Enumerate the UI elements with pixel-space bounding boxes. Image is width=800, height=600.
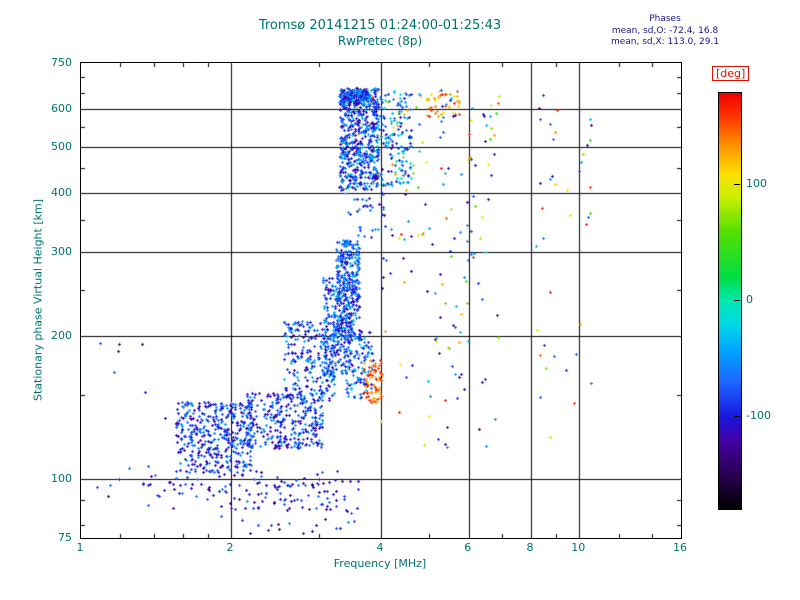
phase-stats-title: Phases: [649, 14, 681, 24]
x-tick-label: 6: [464, 541, 472, 554]
phase-stats: Phases mean, sd,O: -72.4, 16.8 mean, sd,…: [596, 14, 734, 49]
y-tick-label: 600: [51, 102, 72, 116]
colorbar-tick-label: 0: [746, 293, 753, 306]
colorbar-tick-label: -100: [746, 408, 771, 422]
x-tick-label: 8: [526, 541, 534, 554]
x-tick-label: 10: [571, 541, 586, 554]
y-tick-label: 300: [51, 245, 72, 259]
colorbar-label: [deg]: [712, 66, 750, 81]
x-axis-title: Frequency [MHz]: [333, 557, 427, 570]
colorbar-tick-label: 100: [746, 177, 767, 191]
x-tick-label: 16: [673, 541, 687, 554]
y-tick-label: 200: [51, 328, 72, 342]
y-axis-tick-labels: 75 100 200 300 400 500 600 750: [28, 56, 76, 544]
y-tick-label: 75: [58, 531, 72, 544]
y-tick-label: 400: [51, 185, 72, 199]
y-tick-label: 100: [51, 471, 72, 485]
colorbar: [718, 92, 742, 510]
chart-title: Tromsø 20141215 01:24:00-01:25:43: [258, 18, 502, 33]
plot-area: [80, 62, 682, 539]
phase-stats-x-line: mean, sd,X: 113.0, 29.1: [610, 37, 720, 48]
x-axis-tick-labels: 1 2 4 6 8 10 16: [76, 541, 688, 555]
scatter-canvas: [81, 63, 681, 538]
y-tick-label: 750: [51, 56, 72, 69]
y-tick-label: 500: [51, 139, 72, 153]
phase-stats-o-line: mean, sd,O: -72.4, 16.8: [611, 25, 719, 36]
x-tick-label: 2: [226, 541, 234, 554]
x-tick-label: 4: [376, 541, 384, 554]
chart-subtitle: RwPretec (8p): [337, 34, 423, 48]
x-tick-label: 1: [76, 541, 84, 554]
